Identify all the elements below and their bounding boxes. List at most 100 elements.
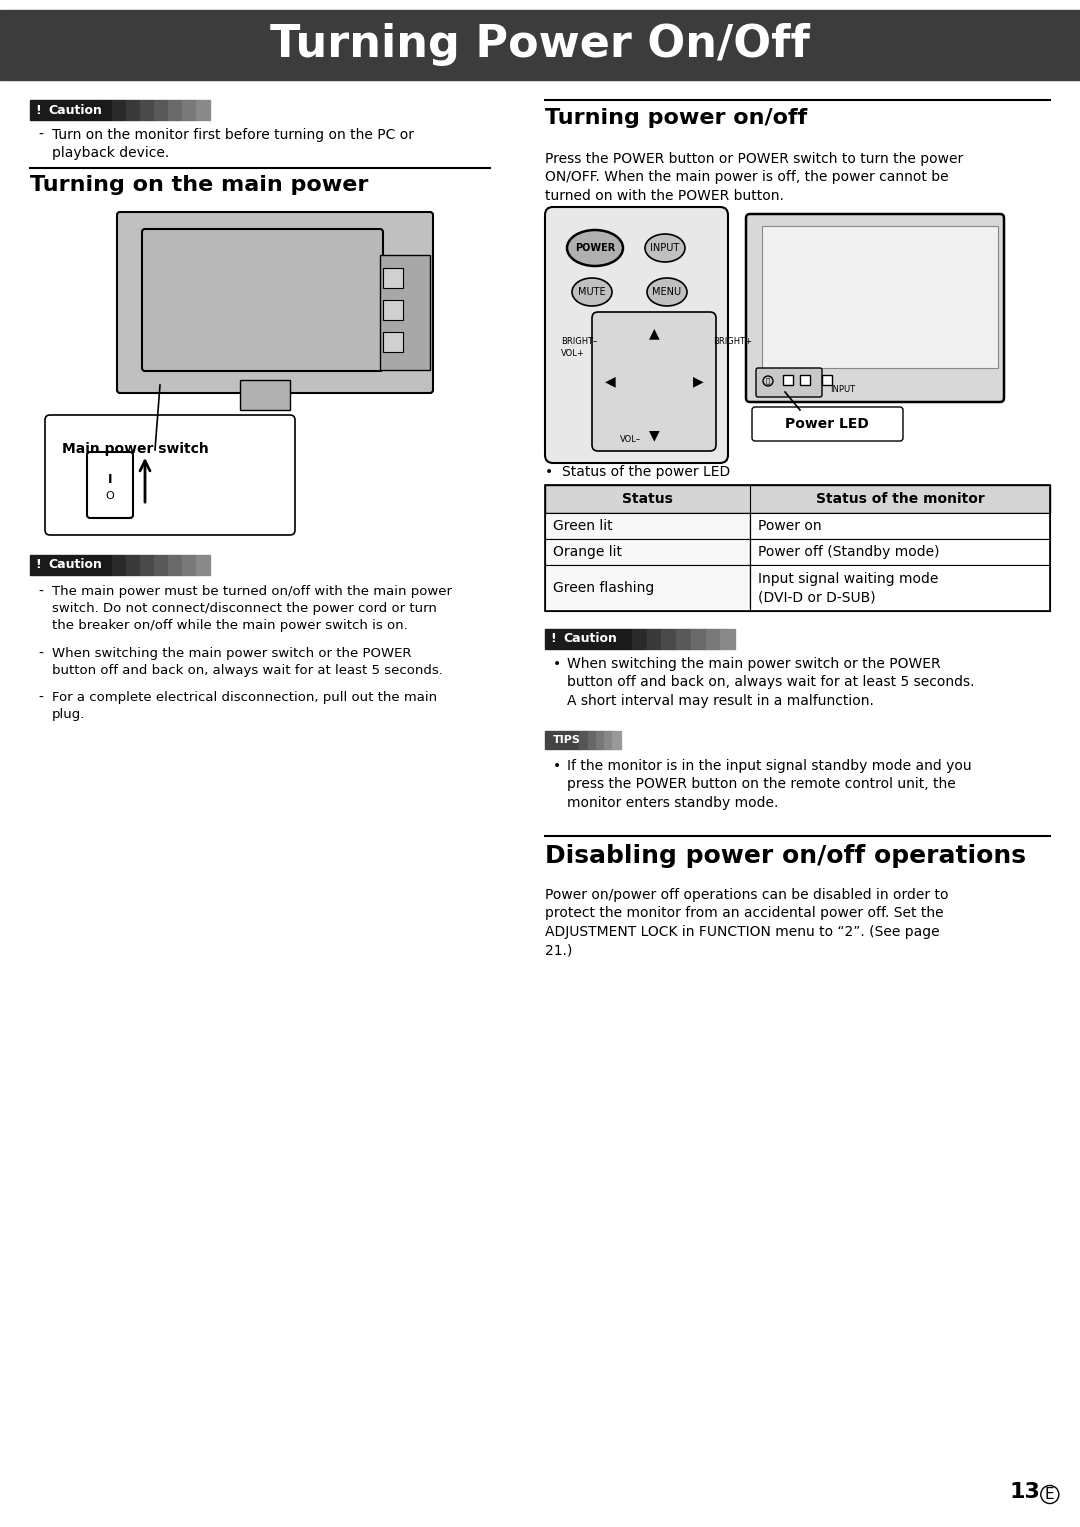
- Bar: [545, 486, 1050, 611]
- Text: ⏻: ⏻: [766, 377, 770, 385]
- Text: Caution: Caution: [48, 559, 102, 571]
- Bar: [183, 554, 197, 576]
- Bar: [632, 629, 647, 649]
- Text: Press the POWER button or POWER switch to turn the power
ON/OFF. When the main p: Press the POWER button or POWER switch t…: [545, 153, 963, 203]
- Text: When switching the main power switch or the POWER
button off and back on, always: When switching the main power switch or …: [52, 647, 443, 676]
- Bar: [617, 629, 632, 649]
- Text: 13: 13: [1009, 1483, 1040, 1503]
- Bar: [154, 99, 168, 121]
- Bar: [154, 554, 168, 576]
- Bar: [579, 731, 589, 750]
- Text: Main power switch: Main power switch: [62, 441, 208, 457]
- Bar: [112, 554, 126, 576]
- Text: Turn on the monitor first before turning on the PC or
playback device.: Turn on the monitor first before turning…: [52, 128, 414, 160]
- FancyBboxPatch shape: [746, 214, 1004, 402]
- Bar: [168, 99, 183, 121]
- Bar: [140, 554, 154, 576]
- FancyBboxPatch shape: [545, 208, 728, 463]
- Text: Power LED: Power LED: [785, 417, 869, 431]
- Text: BRIGHT–: BRIGHT–: [561, 337, 597, 347]
- Bar: [588, 731, 596, 750]
- Bar: [98, 554, 112, 576]
- Bar: [750, 513, 1050, 539]
- Bar: [661, 629, 676, 649]
- Bar: [762, 226, 998, 368]
- Text: Green flashing: Green flashing: [553, 580, 654, 596]
- Text: ▶: ▶: [692, 374, 703, 388]
- Text: •: •: [553, 759, 562, 773]
- Text: POWER: POWER: [575, 243, 616, 253]
- Bar: [140, 99, 154, 121]
- Text: Caution: Caution: [563, 632, 617, 646]
- Text: When switching the main power switch or the POWER
button off and back on, always: When switching the main power switch or …: [567, 657, 974, 709]
- Text: BRIGHT+: BRIGHT+: [713, 337, 752, 347]
- Bar: [98, 99, 112, 121]
- Bar: [647, 629, 661, 649]
- Text: -: -: [38, 692, 43, 705]
- Text: Turning Power On/Off: Turning Power On/Off: [270, 23, 810, 67]
- Ellipse shape: [572, 278, 612, 305]
- Bar: [545, 513, 750, 539]
- Ellipse shape: [645, 234, 685, 263]
- Text: MENU: MENU: [652, 287, 681, 296]
- Bar: [545, 629, 617, 649]
- Ellipse shape: [647, 278, 687, 305]
- Text: TIPS: TIPS: [553, 734, 581, 745]
- Bar: [545, 486, 1050, 513]
- Bar: [168, 554, 183, 576]
- FancyBboxPatch shape: [87, 452, 133, 518]
- Bar: [596, 731, 605, 750]
- Bar: [30, 554, 98, 576]
- Bar: [197, 554, 210, 576]
- Bar: [0, 11, 1080, 79]
- Text: !: !: [550, 632, 556, 646]
- Text: INPUT: INPUT: [650, 243, 679, 253]
- Bar: [691, 629, 705, 649]
- Text: VOL–: VOL–: [620, 435, 640, 444]
- Bar: [545, 731, 571, 750]
- Bar: [604, 731, 612, 750]
- Text: Power off (Standby mode): Power off (Standby mode): [758, 545, 940, 559]
- Bar: [750, 565, 1050, 611]
- Text: VOL+: VOL+: [561, 350, 584, 359]
- Bar: [612, 731, 621, 750]
- FancyBboxPatch shape: [117, 212, 433, 392]
- Bar: [380, 255, 430, 370]
- Bar: [112, 99, 126, 121]
- Bar: [383, 331, 403, 353]
- Text: Orange lit: Orange lit: [553, 545, 622, 559]
- Bar: [571, 731, 580, 750]
- Ellipse shape: [567, 231, 623, 266]
- FancyBboxPatch shape: [752, 408, 903, 441]
- Text: ▲: ▲: [649, 325, 659, 341]
- FancyBboxPatch shape: [45, 415, 295, 534]
- Text: •: •: [553, 657, 562, 670]
- Text: ◀: ◀: [605, 374, 616, 388]
- Text: Turning on the main power: Turning on the main power: [30, 176, 368, 195]
- Text: INPUT: INPUT: [831, 385, 855, 394]
- Bar: [783, 376, 793, 385]
- Bar: [383, 269, 403, 289]
- Text: Power on/power off operations can be disabled in order to
protect the monitor fr: Power on/power off operations can be dis…: [545, 889, 948, 957]
- Bar: [705, 629, 720, 649]
- Bar: [126, 99, 140, 121]
- Text: -: -: [38, 585, 43, 599]
- Text: The main power must be turned on/off with the main power
switch. Do not connect/: The main power must be turned on/off wit…: [52, 585, 453, 632]
- Bar: [800, 376, 810, 385]
- Text: O: O: [106, 492, 114, 501]
- Text: MUTE: MUTE: [578, 287, 606, 296]
- Bar: [545, 565, 750, 611]
- Text: For a complete electrical disconnection, pull out the main
plug.: For a complete electrical disconnection,…: [52, 692, 437, 721]
- Bar: [183, 99, 197, 121]
- Text: ....: ....: [762, 379, 772, 385]
- Bar: [676, 629, 691, 649]
- Text: !: !: [35, 104, 41, 116]
- Text: Status of the monitor: Status of the monitor: [815, 492, 984, 505]
- FancyBboxPatch shape: [756, 368, 822, 397]
- FancyBboxPatch shape: [141, 229, 383, 371]
- Text: If the monitor is in the input signal standby mode and you
press the POWER butto: If the monitor is in the input signal st…: [567, 759, 972, 809]
- Text: E: E: [1045, 1487, 1055, 1503]
- Text: Turning power on/off: Turning power on/off: [545, 108, 807, 128]
- Text: I: I: [108, 473, 112, 486]
- Bar: [30, 99, 98, 121]
